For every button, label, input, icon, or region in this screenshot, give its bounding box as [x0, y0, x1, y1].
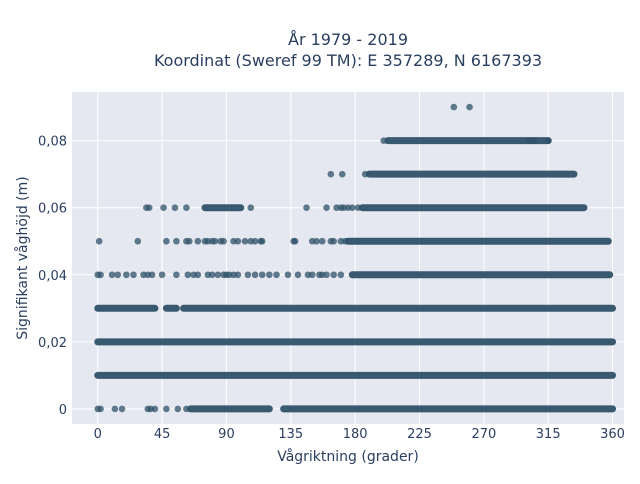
x-tick-label: 90: [218, 427, 235, 442]
x-tick-label: 315: [536, 427, 561, 442]
chart-subtitle: Koordinat (Sweref 99 TM): E 357289, N 61…: [154, 51, 542, 70]
data-point: [361, 170, 369, 178]
data-point: [158, 271, 166, 279]
x-tick-labels: 0 45 90 135 180 225 270 315 360: [94, 427, 625, 442]
data-point: [118, 405, 126, 413]
x-axis-label: Vågriktning (grader): [277, 448, 419, 465]
data-point: [130, 271, 137, 279]
data-point: [234, 271, 242, 279]
chart-title: År 1979 - 2019: [288, 30, 408, 49]
data-point: [313, 237, 320, 245]
data-point: [234, 237, 242, 245]
data-point: [163, 405, 170, 413]
data-point: [194, 237, 202, 245]
data-point: [194, 271, 202, 279]
data-point: [220, 237, 227, 245]
data-point: [211, 237, 219, 245]
data-point: [214, 271, 222, 279]
data-point: [337, 271, 345, 279]
y-tick-label: 0,08: [38, 135, 67, 150]
data-point: [173, 271, 180, 279]
data-point: [183, 204, 190, 211]
data-point: [330, 271, 337, 279]
y-tick-label: 0,04: [38, 269, 67, 284]
data-point: [258, 237, 266, 245]
y-axis-label: Signifikant våghöjd (m): [14, 176, 31, 339]
data-point: [284, 271, 292, 279]
data-point: [145, 204, 153, 211]
data-point: [530, 137, 538, 144]
data-point: [241, 237, 249, 245]
data-point: [380, 137, 388, 144]
data-point: [134, 237, 142, 245]
data-point: [95, 237, 103, 245]
y-tick-labels: 0 0,02 0,04 0,06 0,08: [38, 135, 67, 418]
data-point: [303, 204, 310, 211]
data-point: [544, 137, 552, 144]
data-point: [308, 271, 316, 279]
data-point: [174, 405, 182, 413]
x-tick-label: 45: [154, 427, 171, 442]
data-point: [323, 204, 330, 211]
data-point: [291, 237, 299, 245]
data-point: [258, 271, 266, 279]
plot-background: [72, 92, 624, 424]
data-point: [173, 237, 180, 245]
data-point: [251, 237, 259, 245]
x-tick-label: 180: [343, 427, 368, 442]
data-point: [97, 405, 104, 413]
data-point: [354, 204, 362, 211]
data-point: [273, 271, 280, 279]
data-point: [318, 237, 326, 245]
data-point: [266, 271, 273, 279]
data-point: [330, 237, 337, 245]
x-tick-label: 360: [600, 427, 625, 442]
x-tick-label: 135: [278, 427, 303, 442]
data-point: [148, 271, 156, 279]
data-point: [171, 204, 179, 211]
data-point: [327, 170, 335, 178]
y-tick-label: 0: [59, 403, 67, 418]
y-tick-label: 0,06: [38, 202, 67, 217]
data-point: [114, 271, 122, 279]
data-point: [184, 271, 192, 279]
data-point: [111, 405, 119, 413]
x-tick-label: 270: [471, 427, 496, 442]
data-point: [323, 271, 330, 279]
x-tick-label: 225: [407, 427, 432, 442]
data-point: [208, 271, 216, 279]
data-point: [244, 271, 252, 279]
data-point: [160, 204, 167, 211]
data-point: [247, 204, 255, 211]
y-tick-label: 0,02: [38, 336, 67, 351]
data-point: [466, 103, 473, 111]
x-tick-label: 0: [94, 427, 102, 442]
data-point: [185, 237, 193, 245]
data-point: [123, 271, 130, 279]
data-point: [348, 204, 356, 211]
data-point: [151, 405, 159, 413]
data-points: [94, 103, 617, 413]
data-point: [338, 170, 346, 178]
data-point: [183, 405, 190, 413]
data-point: [450, 103, 458, 111]
data-point: [108, 271, 116, 279]
data-point: [294, 271, 302, 279]
data-point: [97, 271, 104, 279]
data-point: [163, 237, 170, 245]
data-point: [251, 271, 259, 279]
data-point: [341, 237, 349, 245]
